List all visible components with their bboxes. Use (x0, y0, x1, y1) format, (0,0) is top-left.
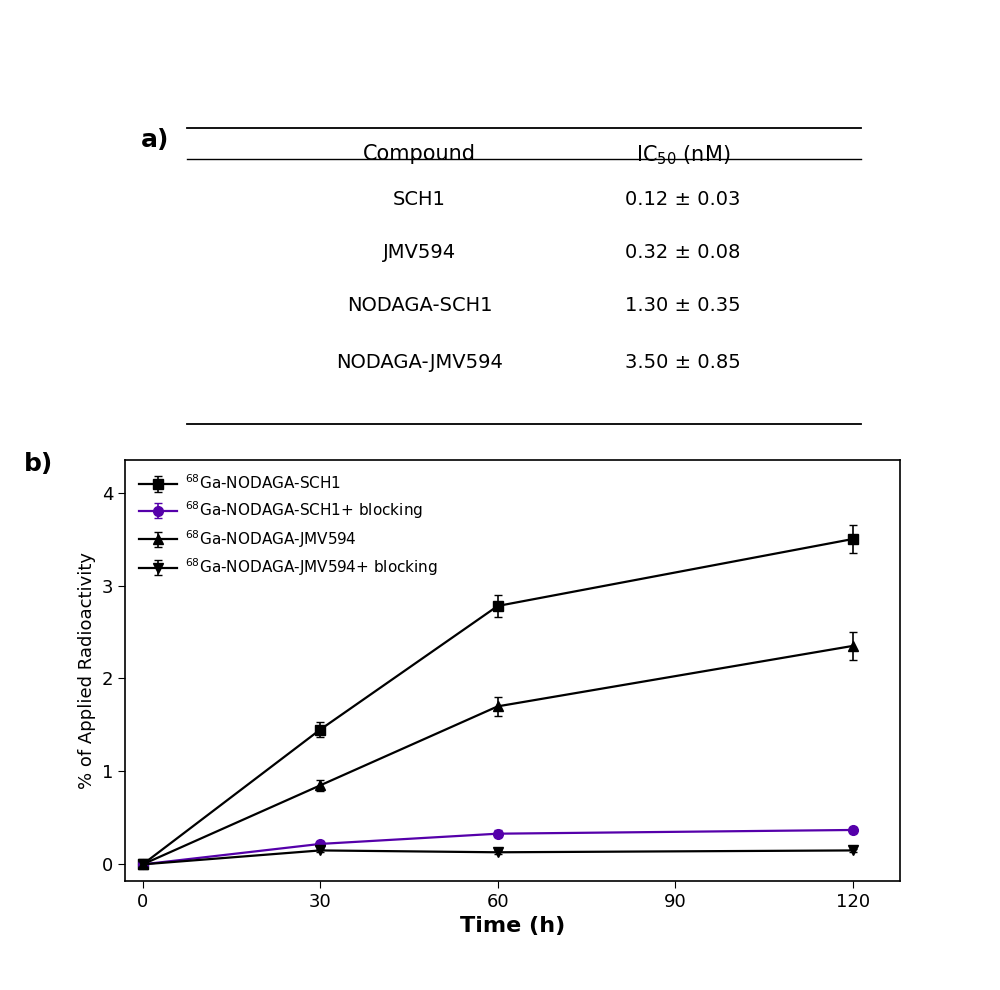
Text: b): b) (24, 451, 54, 475)
Text: 1.30 ± 0.35: 1.30 ± 0.35 (625, 296, 741, 316)
X-axis label: Time (h): Time (h) (460, 917, 565, 937)
Y-axis label: % of Applied Radioactivity: % of Applied Radioactivity (78, 552, 96, 789)
Text: a): a) (140, 128, 169, 152)
Text: 0.12 ± 0.03: 0.12 ± 0.03 (625, 190, 741, 210)
Legend: $^{68}$Ga-NODAGA-SCH1, $^{68}$Ga-NODAGA-SCH1+ blocking, $^{68}$Ga-NODAGA-JMV594,: $^{68}$Ga-NODAGA-SCH1, $^{68}$Ga-NODAGA-… (133, 467, 444, 584)
Text: 3.50 ± 0.85: 3.50 ± 0.85 (625, 352, 741, 371)
Text: JMV594: JMV594 (383, 244, 456, 262)
Text: Compound: Compound (363, 144, 476, 163)
Text: NODAGA-SCH1: NODAGA-SCH1 (347, 296, 492, 316)
Text: SCH1: SCH1 (393, 190, 446, 210)
Text: 0.32 ± 0.08: 0.32 ± 0.08 (625, 244, 741, 262)
Text: IC$_{50}$ (nM): IC$_{50}$ (nM) (636, 144, 730, 167)
Text: NODAGA-JMV594: NODAGA-JMV594 (336, 352, 503, 371)
